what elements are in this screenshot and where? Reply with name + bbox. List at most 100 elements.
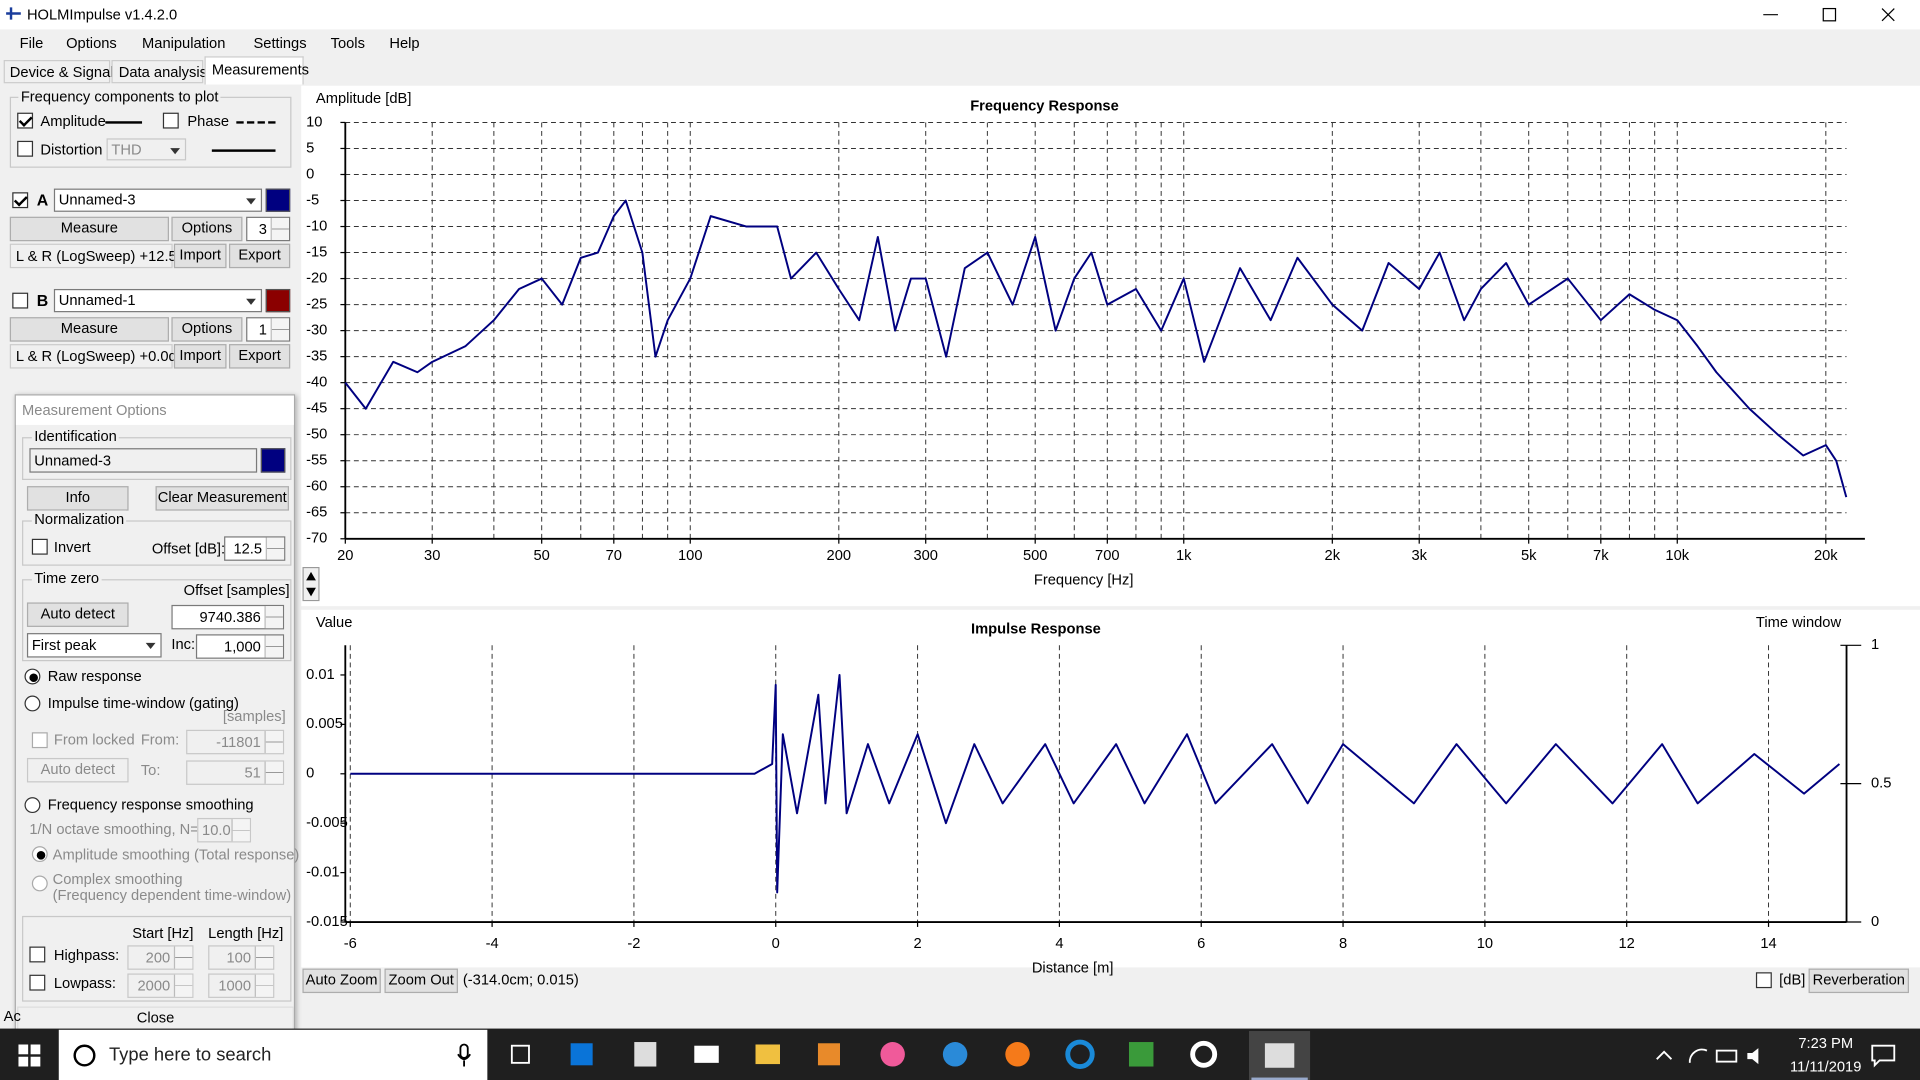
button[interactable]: Close bbox=[17, 1006, 294, 1032]
scroll-arrows[interactable] bbox=[302, 566, 320, 602]
spinbox[interactable]: 12.5 bbox=[224, 536, 286, 561]
menu-item[interactable]: File bbox=[19, 34, 44, 52]
label: (Frequency dependent time-window) bbox=[52, 886, 292, 904]
window-title: HOLMImpulse v1.4.2.0 bbox=[26, 6, 178, 24]
color-swatch[interactable] bbox=[265, 188, 291, 212]
select[interactable]: Unnamed-3 bbox=[53, 188, 263, 212]
y-tick-label: 0 bbox=[306, 766, 314, 782]
menu-item[interactable]: Help bbox=[389, 34, 420, 52]
menu-item[interactable]: Settings bbox=[253, 34, 307, 52]
x-tick-label: 700 bbox=[1095, 548, 1120, 564]
x-tick-label: 300 bbox=[913, 548, 938, 564]
label: Highpass: bbox=[53, 946, 120, 964]
tab-active[interactable]: Measurements bbox=[204, 56, 309, 85]
x-tick-label: 4 bbox=[1055, 936, 1063, 952]
select[interactable]: THD bbox=[106, 138, 187, 161]
button[interactable]: Measure bbox=[9, 317, 169, 342]
group bbox=[22, 437, 292, 481]
button[interactable]: Auto Zoom bbox=[302, 968, 381, 994]
button[interactable]: Import bbox=[173, 243, 227, 269]
color-swatch[interactable] bbox=[260, 448, 286, 473]
menu-item[interactable]: Options bbox=[66, 34, 117, 52]
checkbox[interactable] bbox=[1755, 972, 1772, 989]
impulse-panel bbox=[301, 609, 1920, 968]
x-tick-label: 2k bbox=[1325, 548, 1341, 564]
spinbox[interactable]: 1000 bbox=[208, 973, 275, 998]
y-tick-label: -35 bbox=[306, 349, 327, 365]
button[interactable]: Clear Measurement bbox=[155, 486, 289, 511]
button[interactable]: Reverberation bbox=[1808, 968, 1909, 994]
button[interactable]: Import bbox=[173, 344, 227, 369]
x-axis-label: Distance [m] bbox=[1032, 960, 1114, 976]
frequency-panel bbox=[301, 85, 1920, 607]
radio[interactable] bbox=[24, 695, 41, 712]
group bbox=[22, 520, 292, 566]
checkbox[interactable] bbox=[31, 538, 48, 555]
spinbox[interactable]: 9740.386 bbox=[171, 604, 285, 630]
button[interactable]: Export bbox=[228, 243, 291, 269]
x-tick-label: 20 bbox=[337, 548, 353, 564]
select[interactable]: Unnamed-1 bbox=[53, 288, 263, 313]
label: Phase bbox=[187, 112, 230, 130]
checkbox[interactable] bbox=[162, 112, 179, 129]
x-tick-label: 7k bbox=[1593, 548, 1609, 564]
line-sample bbox=[211, 149, 276, 152]
tray-icons[interactable] bbox=[1653, 1043, 1771, 1067]
radio[interactable] bbox=[31, 875, 48, 892]
y-tick-label: -30 bbox=[306, 322, 327, 338]
x-tick-label: 30 bbox=[424, 548, 440, 564]
checkbox[interactable] bbox=[17, 140, 34, 157]
button[interactable]: Auto detect bbox=[26, 602, 129, 627]
button[interactable]: Auto detect bbox=[26, 757, 129, 783]
menu-item[interactable]: Tools bbox=[330, 34, 365, 52]
spinbox[interactable]: 1 bbox=[246, 317, 291, 342]
label: 1/N octave smoothing, N= bbox=[29, 820, 199, 838]
radio[interactable] bbox=[24, 668, 41, 685]
chart-title: Frequency Response bbox=[970, 98, 1119, 114]
button[interactable]: Zoom Out bbox=[384, 968, 458, 994]
button[interactable]: Options bbox=[171, 317, 243, 342]
dialog-titlebar bbox=[15, 395, 294, 425]
radio[interactable] bbox=[24, 797, 41, 814]
notifications-icon[interactable] bbox=[1870, 1043, 1897, 1068]
select[interactable]: First peak bbox=[26, 633, 162, 658]
checkbox[interactable] bbox=[17, 112, 34, 129]
spinbox[interactable]: 10.0 bbox=[197, 817, 252, 843]
label: Amplitude bbox=[40, 112, 106, 130]
start-button[interactable] bbox=[18, 1044, 41, 1067]
spinbox[interactable]: 51 bbox=[186, 760, 285, 785]
label: Frequency response smoothing bbox=[47, 795, 254, 814]
group-label: Time zero bbox=[31, 569, 102, 587]
description: L & R (LogSweep) +0.0dB bbox=[9, 344, 187, 369]
radio[interactable] bbox=[31, 846, 48, 863]
spinbox[interactable]: 2000 bbox=[127, 973, 194, 998]
menu-item[interactable]: Manipulation bbox=[142, 34, 226, 52]
x-tick-label: 6 bbox=[1197, 936, 1205, 952]
window-controls[interactable] bbox=[1758, 5, 1905, 25]
checkbox[interactable] bbox=[29, 946, 46, 963]
label: Distortion bbox=[40, 140, 103, 158]
checkbox[interactable] bbox=[31, 732, 48, 749]
button[interactable]: Export bbox=[228, 344, 291, 369]
spinbox[interactable]: -11801 bbox=[186, 729, 285, 755]
spinbox[interactable]: 3 bbox=[246, 216, 291, 242]
taskbar-apps[interactable] bbox=[502, 1031, 1311, 1080]
spinbox[interactable]: 200 bbox=[127, 945, 194, 970]
checkbox[interactable] bbox=[12, 192, 29, 209]
checkbox[interactable] bbox=[12, 292, 29, 309]
textbox[interactable]: Unnamed-3 bbox=[29, 448, 258, 473]
button[interactable]: Measure bbox=[9, 216, 169, 242]
button[interactable]: Info bbox=[26, 486, 129, 511]
checkbox[interactable] bbox=[29, 974, 46, 991]
y-tick-label: -60 bbox=[306, 479, 327, 495]
button[interactable]: Options bbox=[171, 216, 243, 242]
y-axis-label: Amplitude [dB] bbox=[316, 91, 412, 107]
search-box[interactable] bbox=[58, 1029, 488, 1080]
spinbox[interactable]: 100 bbox=[208, 945, 275, 970]
tab[interactable]: Device & Signal bbox=[3, 60, 114, 84]
tab[interactable]: Data analysis bbox=[111, 60, 207, 84]
label: Amplitude smoothing (Total response) bbox=[52, 846, 300, 864]
spinbox[interactable]: 1,000 bbox=[195, 634, 285, 659]
label: Offset [samples] bbox=[183, 581, 290, 599]
color-swatch[interactable] bbox=[265, 288, 291, 313]
